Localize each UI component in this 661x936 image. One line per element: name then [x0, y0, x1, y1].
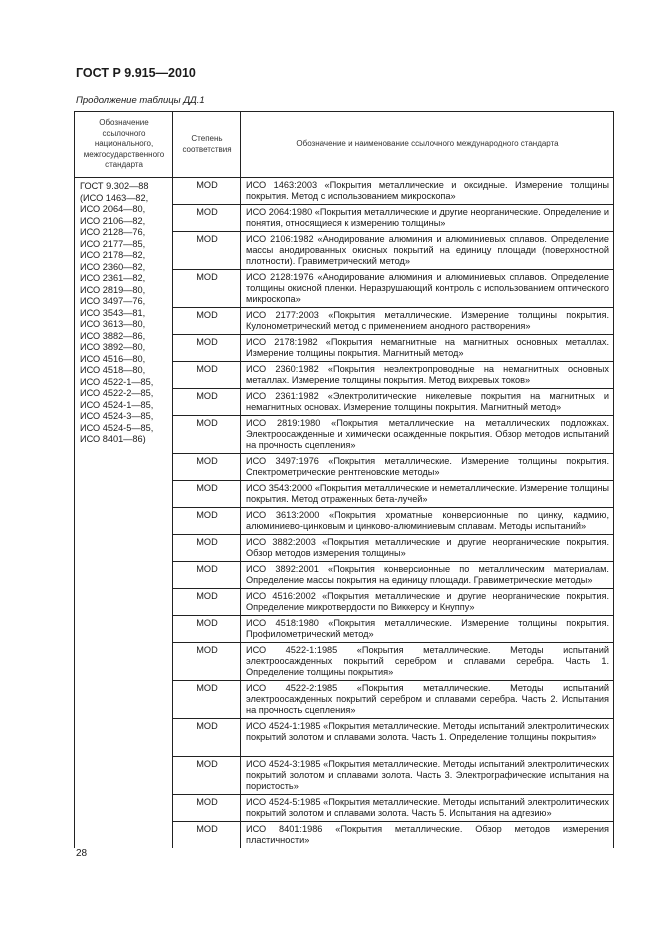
- table-row: MOD ИСО 4516:2002 «Покрытия металлические…: [75, 588, 614, 616]
- national-standard-line: ИСО 3613—80,: [80, 319, 146, 329]
- table-row: MOD ИСО 2106:1982 «Анодирование алюминия …: [75, 231, 614, 270]
- degree-cell: MOD: [172, 334, 241, 362]
- degree-cell: MOD: [172, 718, 241, 757]
- national-standard-line: ИСО 3892—80,: [80, 342, 146, 352]
- column-header-degree: Степень соответствия: [172, 111, 241, 178]
- national-standard-cell: ГОСТ 9.302—88 (ИСО 1463—82, ИСО 2064—80, ИС…: [74, 177, 173, 848]
- national-standard-line: ИСО 2128—76,: [80, 227, 146, 237]
- national-standard-line: ИСО 4522-2—85,: [80, 388, 154, 398]
- international-standard-cell: ИСО 4522-1:1985 «Покрытия металлические.…: [240, 642, 614, 681]
- degree-cell: MOD: [172, 453, 241, 481]
- degree-cell: MOD: [172, 361, 241, 389]
- international-standard-cell: ИСО 3543:2000 «Покрытия металлические и …: [240, 480, 614, 508]
- national-standard-line: ИСО 2064—80,: [80, 204, 146, 214]
- degree-cell: MOD: [172, 269, 241, 308]
- degree-cell: MOD: [172, 561, 241, 589]
- national-standard-line: ИСО 3497—76,: [80, 296, 146, 306]
- international-standard-cell: ИСО 4524-1:1985 «Покрытия металлические.…: [240, 718, 614, 757]
- degree-cell: MOD: [172, 680, 241, 719]
- degree-cell: MOD: [172, 231, 241, 270]
- table-row: ГОСТ 9.302—88 (ИСО 1463—82, ИСО 2064—80, ИС…: [74, 177, 614, 848]
- table-row: MOD ИСО 8401:1986 «Покрытия металлические…: [75, 821, 614, 848]
- national-standard-line: ГОСТ 9.302—88: [80, 181, 149, 191]
- international-standard-cell: ИСО 2360:1982 «Покрытия неэлектропроводн…: [240, 361, 614, 389]
- table-row: MOD ИСО 4524-1:1985 «Покрытия металлическ…: [75, 718, 614, 757]
- national-standard-line: ИСО 4522-1—85,: [80, 376, 154, 387]
- table-row: MOD ИСО 2128:1976 «Анодирование алюминия …: [75, 269, 614, 308]
- degree-cell: MOD: [172, 177, 241, 205]
- degree-cell: MOD: [172, 507, 241, 535]
- national-standard-line: ИСО 4524-5—85,: [80, 422, 154, 433]
- degree-cell: MOD: [172, 642, 241, 681]
- international-standard-cell: ИСО 1463:2003 «Покрытия металлические и …: [240, 177, 614, 205]
- table-row: MOD ИСО 4524-3:1985 «Покрытия металлическ…: [75, 756, 614, 795]
- international-standard-cell: ИСО 3882:2003 «Покрытия металлические и …: [240, 534, 614, 562]
- national-standard-line: ИСО 4524-3—85,: [80, 411, 154, 421]
- degree-cell: MOD: [172, 388, 241, 416]
- table-header-row: Обозначение ссылочного национального, ме…: [74, 111, 614, 178]
- national-standard-line: ИСО 3882—86,: [80, 330, 146, 341]
- international-standard-cell: ИСО 2361:1982 «Электролитические никелев…: [240, 388, 614, 416]
- international-standard-cell: ИСО 3497:1976 «Покрытия металлические. И…: [240, 453, 614, 481]
- international-standard-cell: ИСО 4522-2:1985 «Покрытия металлические.…: [240, 680, 614, 719]
- international-standard-cell: ИСО 2106:1982 «Анодирование алюминия и а…: [240, 231, 614, 270]
- column-header-international: Обозначение и наименование ссылочного ме…: [240, 111, 614, 178]
- international-standard-cell: ИСО 4518:1980 «Покрытия металлические. И…: [240, 615, 614, 643]
- degree-cell: MOD: [172, 534, 241, 562]
- international-standard-cell: ИСО 2178:1982 «Покрытия немагнитные на м…: [240, 334, 614, 362]
- table-row: MOD ИСО 3882:2003 «Покрытия металлические…: [75, 534, 614, 562]
- international-standard-cell: ИСО 2064:1980 «Покрытия металлические и …: [240, 204, 614, 232]
- table-row: MOD ИСО 2819:1980 «Покрытия металлические…: [75, 415, 614, 454]
- national-standard-line: ИСО 4518—80,: [80, 365, 146, 375]
- table-row: MOD ИСО 2360:1982 «Покрытия неэлектропров…: [75, 361, 614, 389]
- table-row: MOD ИСО 4524-5:1985 «Покрытия металлическ…: [75, 794, 614, 822]
- national-standard-line: ИСО 4524-1—85,: [80, 399, 154, 410]
- degree-cell: MOD: [172, 307, 241, 335]
- national-standard-line: ИСО 2106—82,: [80, 215, 146, 226]
- table-row: MOD ИСО 4522-1:1985 «Покрытия металлическ…: [75, 642, 614, 681]
- degree-cell: MOD: [172, 821, 241, 848]
- national-standard-line: ИСО 2361—82,: [80, 273, 146, 283]
- international-standard-cell: ИСО 4516:2002 «Покрытия металлические и …: [240, 588, 614, 616]
- international-standard-cell: ИСО 3613:2000 «Покрытия хроматные конвер…: [240, 507, 614, 535]
- international-standard-cell: ИСО 2177:2003 «Покрытия металлические. И…: [240, 307, 614, 335]
- national-standard-line: ИСО 3543—81,: [80, 307, 146, 318]
- degree-cell: MOD: [172, 615, 241, 643]
- table-row: MOD ИСО 2177:2003 «Покрытия металлические…: [75, 307, 614, 335]
- degree-cell: MOD: [172, 756, 241, 795]
- page-number: 28: [76, 848, 88, 859]
- national-standard-line: ИСО 4516—80,: [80, 353, 146, 364]
- international-standard-cell: ИСО 4524-5:1985 «Покрытия металлические.…: [240, 794, 614, 822]
- national-standard-line: (ИСО 1463—82,: [80, 192, 149, 203]
- degree-cell: MOD: [172, 204, 241, 232]
- international-standard-cell: ИСО 3892:2001 «Покрытия конверсионные по…: [240, 561, 614, 589]
- international-standard-cell: ИСО 4524-3:1985 «Покрытия металлические.…: [240, 756, 614, 795]
- table-caption: Продолжение таблицы ДД.1: [76, 95, 205, 106]
- reference-standards-table: Обозначение ссылочного национального, ме…: [74, 111, 614, 848]
- international-standard-cell: ИСО 2128:1976 «Анодирование алюминия и а…: [240, 269, 614, 308]
- degree-cell: MOD: [172, 588, 241, 616]
- column-header-national: Обозначение ссылочного национального, ме…: [74, 111, 173, 178]
- degree-cell: MOD: [172, 415, 241, 454]
- national-standard-line: ИСО 8401—86): [80, 434, 146, 444]
- international-standard-cell: ИСО 8401:1986 «Покрытия металлические. О…: [240, 821, 614, 848]
- national-standard-line: ИСО 2178—82,: [80, 250, 146, 260]
- national-standard-line: ИСО 2360—82,: [80, 261, 146, 272]
- national-standard-line: ИСО 2819—80,: [80, 284, 146, 295]
- document-title: ГОСТ Р 9.915—2010: [76, 66, 196, 80]
- national-standard-line: ИСО 2177—85,: [80, 238, 146, 249]
- degree-cell: MOD: [172, 480, 241, 508]
- degree-cell: MOD: [172, 794, 241, 822]
- international-standard-cell: ИСО 2819:1980 «Покрытия металлические на…: [240, 415, 614, 454]
